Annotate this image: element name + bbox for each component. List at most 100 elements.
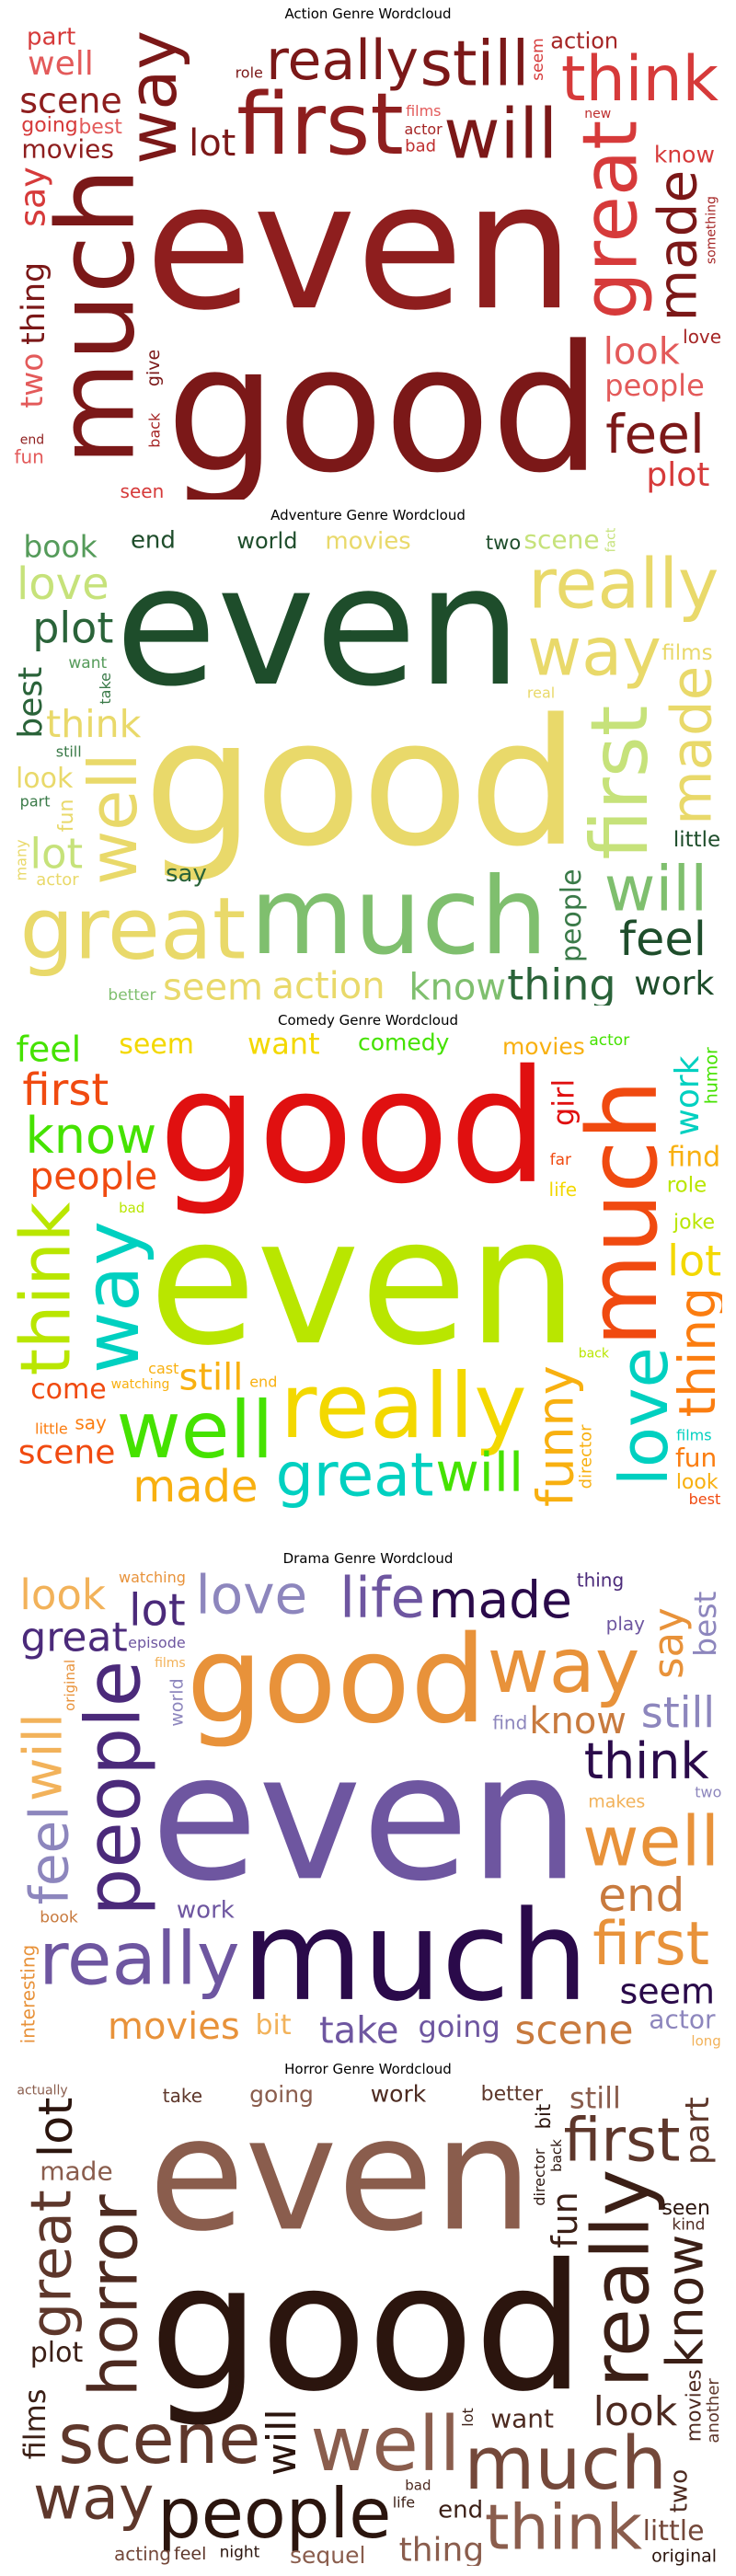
word-films: films: [17, 2389, 52, 2460]
word-joke: joke: [673, 1211, 715, 1234]
word-well: well: [28, 45, 94, 83]
word-great: great: [567, 121, 654, 320]
word-great: great: [20, 1614, 127, 1661]
word-people: people: [556, 868, 588, 962]
word-world: world: [167, 1678, 188, 1726]
word-people: people: [604, 368, 704, 403]
word-end: end: [438, 2497, 483, 2524]
word-interesting: interesting: [17, 1945, 40, 2044]
word-well: well: [582, 1800, 719, 1881]
word-comedy: comedy: [358, 1030, 450, 1056]
word-made: made: [660, 666, 722, 825]
word-life: life: [393, 2494, 415, 2512]
word-really: really: [575, 2169, 667, 2388]
panel-title: Adventure Genre Wordcloud: [270, 507, 466, 523]
wordcloud-panel-drama: Drama Genre Wordcloud even much good people…: [0, 1550, 736, 2061]
word-going: going: [249, 2083, 314, 2108]
word-lot: lot: [667, 1236, 721, 1286]
word-way: way: [33, 2465, 154, 2534]
word-made: made: [40, 2156, 112, 2186]
word-many: many: [14, 839, 29, 880]
word-bad: bad: [405, 2477, 431, 2493]
word-take: take: [163, 2085, 202, 2107]
word-think: think: [561, 43, 719, 116]
word-life: life: [549, 1179, 577, 1201]
word-acting: acting: [114, 2543, 171, 2565]
word-great: great: [19, 2190, 85, 2338]
word-say: say: [644, 1607, 693, 1679]
word-fun: fun: [545, 2191, 585, 2248]
word-two: two: [14, 353, 50, 408]
word-great: great: [276, 1441, 434, 1509]
word-first: first: [574, 706, 666, 860]
word-book: book: [23, 528, 98, 564]
panel-title: Comedy Genre Wordcloud: [277, 1012, 459, 1029]
word-role: role: [667, 1174, 707, 1198]
word-good: good: [187, 1609, 488, 1750]
word-going: going: [21, 114, 77, 137]
word-better: better: [481, 2083, 544, 2106]
word-will: will: [443, 94, 558, 175]
word-back: back: [579, 1346, 610, 1361]
word-want: want: [68, 654, 107, 673]
word-first: first: [563, 2106, 680, 2175]
word-way: way: [69, 1221, 156, 1374]
word-good: good: [166, 308, 602, 500]
word-lot: lot: [129, 1584, 186, 1636]
word-end: end: [131, 527, 176, 554]
word-part: part: [679, 2097, 717, 2165]
word-will: will: [435, 1441, 523, 1503]
word-fact: fact: [604, 527, 618, 552]
word-action: action: [271, 965, 385, 1006]
word-think: think: [485, 2492, 643, 2565]
word-back: back: [146, 412, 164, 448]
word-think: think: [584, 1732, 710, 1790]
word-end: end: [249, 1373, 277, 1390]
word-little: little: [35, 1420, 68, 1437]
word-well: well: [310, 2401, 460, 2489]
word-funny: funny: [526, 1365, 584, 1507]
word-part: part: [27, 26, 75, 52]
word-work: work: [177, 1896, 235, 1924]
word-director: director: [531, 2148, 548, 2206]
word-best: best: [78, 116, 122, 139]
word-best: best: [689, 1490, 721, 1508]
word-scene: scene: [58, 2398, 260, 2479]
panel-title: Horror Genre Wordcloud: [284, 2061, 452, 2077]
word-long: long: [691, 2032, 720, 2049]
word-really: really: [39, 1916, 239, 2001]
word-know: know: [529, 1700, 627, 1742]
word-movies: movies: [502, 1033, 585, 1060]
word-scene: scene: [19, 81, 122, 121]
word-good: good: [149, 2226, 585, 2430]
word-thing: thing: [16, 262, 52, 345]
word-people: people: [157, 2473, 391, 2554]
word-still: still: [641, 1688, 715, 1738]
word-plot: plot: [30, 2337, 84, 2369]
word-say: say: [166, 860, 207, 888]
word-actor: actor: [649, 2005, 716, 2035]
word-bad: bad: [119, 1200, 144, 1216]
word-action: action: [550, 28, 618, 53]
word-love: love: [17, 558, 109, 610]
word-seem: seem: [619, 1971, 715, 2011]
word-know: know: [655, 2235, 714, 2368]
word-seem: seem: [163, 966, 263, 1006]
wordcloud-panel-horror: Horror Genre Wordcloud good even really wel…: [0, 2061, 736, 2576]
word-even: even: [151, 1716, 581, 1919]
word-find: find: [492, 1711, 527, 1733]
word-way: way: [488, 1623, 640, 1710]
word-world: world: [236, 528, 297, 554]
word-want: want: [247, 1030, 320, 1062]
word-feel: feel: [605, 403, 705, 466]
word-play: play: [606, 1613, 646, 1635]
word-seem: seem: [529, 38, 547, 80]
word-best: best: [14, 667, 50, 739]
word-made: made: [646, 170, 708, 322]
word-still: still: [420, 28, 529, 100]
word-role: role: [236, 63, 263, 81]
word-want: want: [490, 2403, 554, 2433]
word-fun: fun: [14, 446, 43, 468]
word-bit: bit: [533, 2104, 555, 2129]
